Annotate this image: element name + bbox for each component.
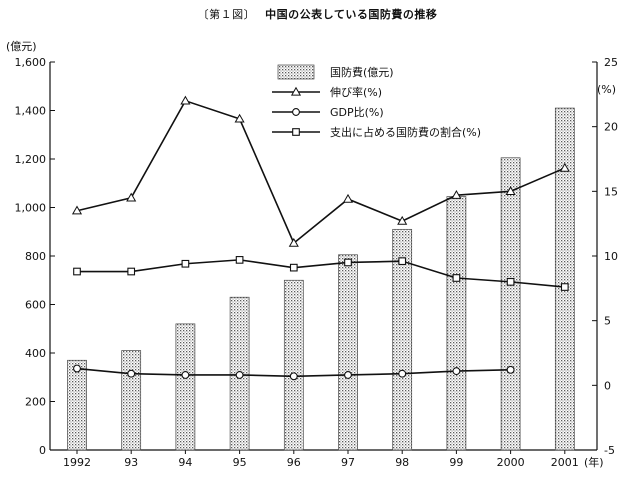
right-tick-label: -5 xyxy=(604,444,615,457)
right-axis-ticks: -5 0 5 10 15 20 25 xyxy=(592,56,618,457)
circle-marker xyxy=(398,369,407,378)
triangle-marker xyxy=(288,237,299,247)
right-tick-label: 10 xyxy=(604,250,618,263)
triangle-marker xyxy=(234,113,245,123)
bar xyxy=(283,279,304,451)
figure-title: 中国の公表している国防費の推移 xyxy=(265,8,438,21)
circle-marker xyxy=(292,108,300,116)
square-marker xyxy=(289,263,298,272)
legend-item: 国防費(億元) xyxy=(277,64,394,80)
x-tick-label: 94 xyxy=(178,456,192,469)
x-tick-label: 95 xyxy=(233,456,247,469)
bar xyxy=(392,228,413,451)
left-axis-ticks: 0 200 400 600 800 1,000 1,200 1,400 1,600 xyxy=(15,56,55,457)
triangle-marker xyxy=(505,186,516,195)
left-tick-label: 0 xyxy=(39,444,46,457)
bar xyxy=(67,359,87,451)
square-marker xyxy=(344,258,352,267)
square-marker xyxy=(181,259,190,268)
x-tick-label: 99 xyxy=(449,456,463,469)
circle-marker xyxy=(344,371,352,379)
triangle-marker xyxy=(559,162,570,172)
square-marker xyxy=(506,278,515,286)
square-marker xyxy=(452,274,461,282)
x-axis-ticks: 1992 93 94 95 96 97 98 99 2000 2001 xyxy=(63,450,579,469)
square-marker xyxy=(398,257,407,266)
bar xyxy=(121,350,142,451)
x-tick-label: 2001 xyxy=(551,456,579,469)
bar xyxy=(554,107,575,451)
series-line xyxy=(76,99,566,245)
triangle-marker xyxy=(71,205,83,215)
right-tick-label: 0 xyxy=(604,379,611,392)
legend-label: 支出に占める国防費の割合(%) xyxy=(330,125,481,139)
triangle-marker xyxy=(342,193,354,203)
right-tick-label: 5 xyxy=(604,315,611,328)
circle-marker xyxy=(452,367,461,376)
legend-label: 伸び率(%) xyxy=(330,85,382,99)
left-tick-label: 1,000 xyxy=(15,202,47,215)
x-axis-unit: (年) xyxy=(584,455,604,469)
square-marker xyxy=(73,267,81,276)
bar xyxy=(175,323,196,451)
bar xyxy=(446,196,467,451)
figure-number: 〔第１図〕 xyxy=(197,8,256,21)
x-tick-label: 2000 xyxy=(497,456,525,469)
left-axis-label: (億元) xyxy=(6,40,37,53)
circle-marker xyxy=(235,371,244,379)
triangle-marker xyxy=(397,215,408,225)
bar-series xyxy=(67,107,575,451)
circle-marker xyxy=(289,372,298,381)
right-tick-label: 25 xyxy=(604,56,618,69)
x-tick-label: 96 xyxy=(287,456,301,469)
triangle-marker xyxy=(126,192,137,202)
series-line xyxy=(77,259,565,288)
line-series-square xyxy=(73,256,569,291)
circle-marker xyxy=(73,364,81,373)
legend-item: 伸び率(%) xyxy=(272,85,382,99)
legend-label: GDP比(%) xyxy=(330,106,384,119)
square-marker xyxy=(560,283,569,291)
left-tick-label: 200 xyxy=(25,396,46,409)
x-tick-label: 1992 xyxy=(63,456,91,469)
legend-label: 国防費(億元) xyxy=(330,65,394,79)
x-tick-label: 93 xyxy=(124,456,138,469)
left-tick-label: 1,200 xyxy=(15,153,47,166)
right-tick-label: 20 xyxy=(604,121,618,134)
circle-marker xyxy=(127,369,136,378)
x-tick-label: 98 xyxy=(395,456,409,469)
triangle-marker xyxy=(451,190,462,199)
legend-swatch xyxy=(277,64,315,80)
left-tick-label: 1,400 xyxy=(15,105,47,118)
square-marker xyxy=(127,267,136,276)
line-series-triangle xyxy=(71,95,570,247)
left-tick-label: 800 xyxy=(25,250,46,263)
bar xyxy=(500,157,521,451)
triangle-marker xyxy=(180,95,191,105)
figure-caption: 〔第１図〕 中国の公表している国防費の推移 xyxy=(0,6,635,22)
left-tick-label: 1,600 xyxy=(15,56,47,69)
square-marker xyxy=(292,128,300,136)
square-marker xyxy=(235,256,244,264)
triangle-marker xyxy=(290,86,302,96)
legend-item: 支出に占める国防費の割合(%) xyxy=(272,125,481,139)
legend-item: GDP比(%) xyxy=(272,106,384,119)
line-series xyxy=(71,95,570,381)
line-series-circle xyxy=(73,364,515,381)
circle-marker xyxy=(181,371,190,379)
legend: 国防費(億元) 伸び率(%) GDP比(%) 支出に占める国防費の割合(%) xyxy=(272,64,481,139)
x-tick-label: 97 xyxy=(341,456,355,469)
left-tick-label: 400 xyxy=(25,347,46,360)
right-axis-label: (%) xyxy=(597,83,616,96)
right-tick-label: 15 xyxy=(604,185,618,198)
bar xyxy=(338,254,358,451)
circle-marker xyxy=(506,365,515,374)
left-tick-label: 600 xyxy=(25,299,46,312)
